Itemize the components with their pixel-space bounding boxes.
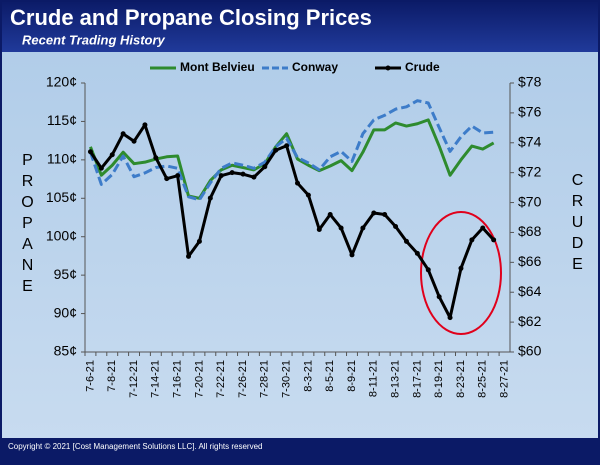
legend-label: Mont Belvieu xyxy=(180,60,255,74)
y-tick-label: 95¢ xyxy=(54,266,77,282)
series xyxy=(87,122,497,321)
series-marker xyxy=(414,250,420,256)
y-tick-label: 100¢ xyxy=(46,227,77,243)
x-tick-label: 7-30-21 xyxy=(281,360,293,398)
series xyxy=(89,99,494,202)
series-marker xyxy=(469,237,475,243)
series-marker xyxy=(175,173,181,179)
legend-label: Crude xyxy=(405,60,440,74)
y2-tick-label: $68 xyxy=(518,223,542,239)
series-marker xyxy=(218,173,224,179)
series-marker xyxy=(349,252,355,258)
series-line xyxy=(89,123,495,320)
highlight-ellipse xyxy=(420,211,502,335)
series-marker xyxy=(382,212,388,218)
series-marker xyxy=(186,253,192,259)
series-marker xyxy=(458,265,464,271)
y-tick-label: 115¢ xyxy=(47,112,77,128)
x-tick-label: 7-12-21 xyxy=(128,360,140,398)
x-tick-label: 8-17-21 xyxy=(411,360,423,398)
y-tick-label: 110¢ xyxy=(47,151,77,167)
series-marker xyxy=(196,238,202,244)
series-marker xyxy=(480,225,486,231)
series-marker xyxy=(316,226,322,232)
x-tick-label: 7-16-21 xyxy=(172,360,184,398)
x-tick-label: 7-28-21 xyxy=(259,360,271,398)
series-marker xyxy=(338,225,344,231)
x-tick-label: 7-26-21 xyxy=(237,360,249,398)
y2-tick-label: $70 xyxy=(518,193,542,209)
y2-tick-label: $78 xyxy=(518,74,542,90)
series-marker xyxy=(273,147,279,153)
y-tick-label: 90¢ xyxy=(54,304,77,320)
series-marker xyxy=(295,180,300,186)
series-marker xyxy=(403,238,409,244)
x-tick-label: 8-11-21 xyxy=(368,360,380,397)
y2-tick-label: $60 xyxy=(518,343,542,359)
x-tick-label: 8-13-21 xyxy=(389,360,401,398)
y-axis-title: PROPANE xyxy=(19,152,36,299)
series-marker xyxy=(262,164,268,170)
footer-bar xyxy=(0,438,600,465)
y-tick-label: 105¢ xyxy=(46,189,77,205)
x-tick-label: 7-6-21 xyxy=(84,360,96,392)
series-marker xyxy=(305,192,311,198)
legend-marker xyxy=(385,65,391,71)
series-marker xyxy=(436,294,442,300)
y2-tick-label: $72 xyxy=(518,163,542,179)
header xyxy=(0,0,600,52)
x-tick-label: 8-27-21 xyxy=(498,360,510,398)
x-tick-label: 8-3-21 xyxy=(302,360,314,392)
copyright: Copyright © 2021 [Cost Management Soluti… xyxy=(8,442,262,451)
chart-subtitle: Recent Trading History xyxy=(22,32,166,47)
series-marker xyxy=(240,171,246,177)
series-marker xyxy=(371,210,377,216)
series-marker xyxy=(164,176,170,182)
series-marker xyxy=(120,131,126,137)
y-tick-label: 120¢ xyxy=(46,74,77,90)
series-marker xyxy=(229,170,235,176)
series-marker xyxy=(87,149,93,155)
chart-title: Crude and Propane Closing Prices xyxy=(10,5,372,30)
legend-label: Conway xyxy=(292,60,338,74)
series-marker xyxy=(207,195,213,201)
series-marker xyxy=(142,122,148,128)
x-tick-label: 7-8-21 xyxy=(106,360,118,392)
series-marker xyxy=(425,267,431,273)
x-tick-label: 7-22-21 xyxy=(215,360,227,398)
y2-tick-label: $76 xyxy=(518,104,542,120)
x-tick-label: 7-20-21 xyxy=(193,360,205,398)
series-marker xyxy=(153,155,159,161)
series-marker xyxy=(327,212,333,218)
y2-tick-label: $64 xyxy=(518,283,542,299)
series-marker xyxy=(109,152,115,158)
y2-axis-title: CRUDE xyxy=(569,172,586,277)
x-tick-label: 7-14-21 xyxy=(150,360,162,398)
y2-tick-label: $66 xyxy=(518,253,542,269)
series-marker xyxy=(284,143,290,149)
x-tick-label: 8-25-21 xyxy=(477,360,489,398)
series-marker xyxy=(447,315,453,321)
x-tick-label: 8-19-21 xyxy=(433,360,445,398)
series-marker xyxy=(98,165,104,171)
x-tick-label: 8-5-21 xyxy=(324,360,336,392)
y2-tick-label: $74 xyxy=(518,133,542,149)
series-marker xyxy=(251,174,257,180)
series-marker xyxy=(393,223,399,229)
series-marker xyxy=(360,225,366,231)
series-marker xyxy=(491,237,497,243)
series-marker xyxy=(131,138,137,144)
x-tick-label: 8-23-21 xyxy=(455,360,467,398)
y2-tick-label: $62 xyxy=(518,313,542,329)
x-tick-label: 8-9-21 xyxy=(346,360,358,392)
y-tick-label: 85¢ xyxy=(54,343,77,359)
series-line xyxy=(89,99,494,202)
